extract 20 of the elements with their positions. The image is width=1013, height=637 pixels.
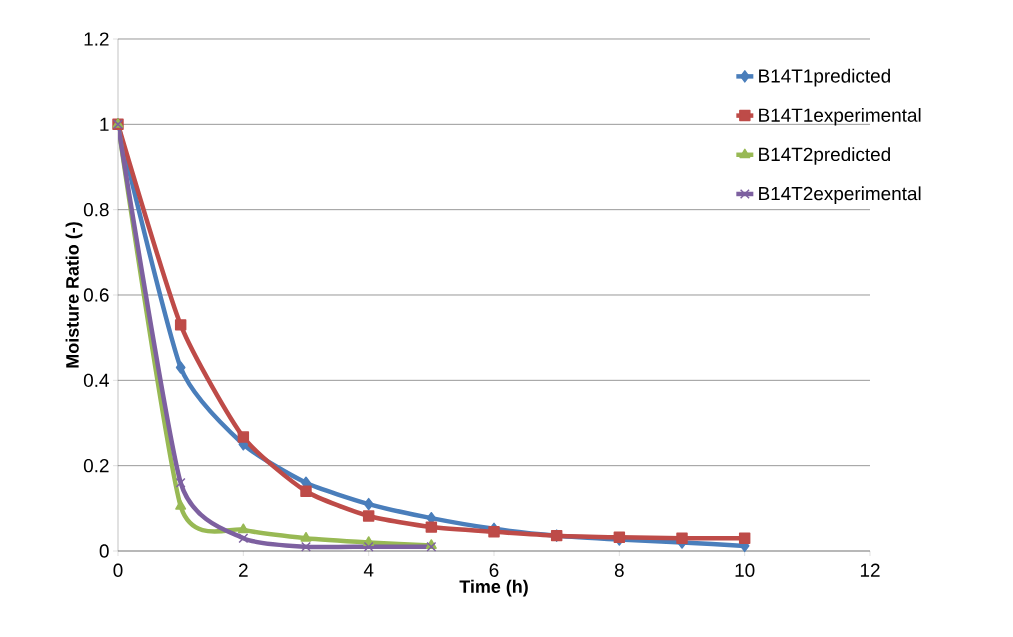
y-tick-label: 0.2 bbox=[83, 458, 109, 473]
y-tick-label: 1.2 bbox=[84, 32, 109, 46]
legend-label: B14T1predicted bbox=[759, 68, 890, 87]
x-tick-label: 2 bbox=[239, 563, 248, 577]
y-tick-label: 0.8 bbox=[83, 202, 109, 217]
y-tick-label: 0.6 bbox=[83, 288, 109, 302]
y-axis-title: Moisture Ratio (-) bbox=[65, 222, 83, 368]
x-tick-label: 12 bbox=[860, 563, 880, 577]
x-tick-label: 10 bbox=[735, 563, 755, 577]
x-tick-label: 4 bbox=[363, 563, 374, 577]
legend-label: B14T2predicted bbox=[759, 147, 890, 165]
legend-label: B14T2experimental bbox=[759, 186, 921, 205]
y-tick-label: 1 bbox=[100, 117, 109, 131]
y-tick-label: 0 bbox=[99, 544, 109, 558]
x-axis-title: Time (h) bbox=[459, 579, 528, 597]
x-tick-label: 8 bbox=[614, 563, 624, 577]
legend-label: B14T1experimental bbox=[759, 107, 921, 126]
x-tick-label: 6 bbox=[489, 563, 499, 577]
y-tick-label: 0.4 bbox=[83, 373, 109, 388]
x-tick-label: 0 bbox=[113, 563, 123, 577]
